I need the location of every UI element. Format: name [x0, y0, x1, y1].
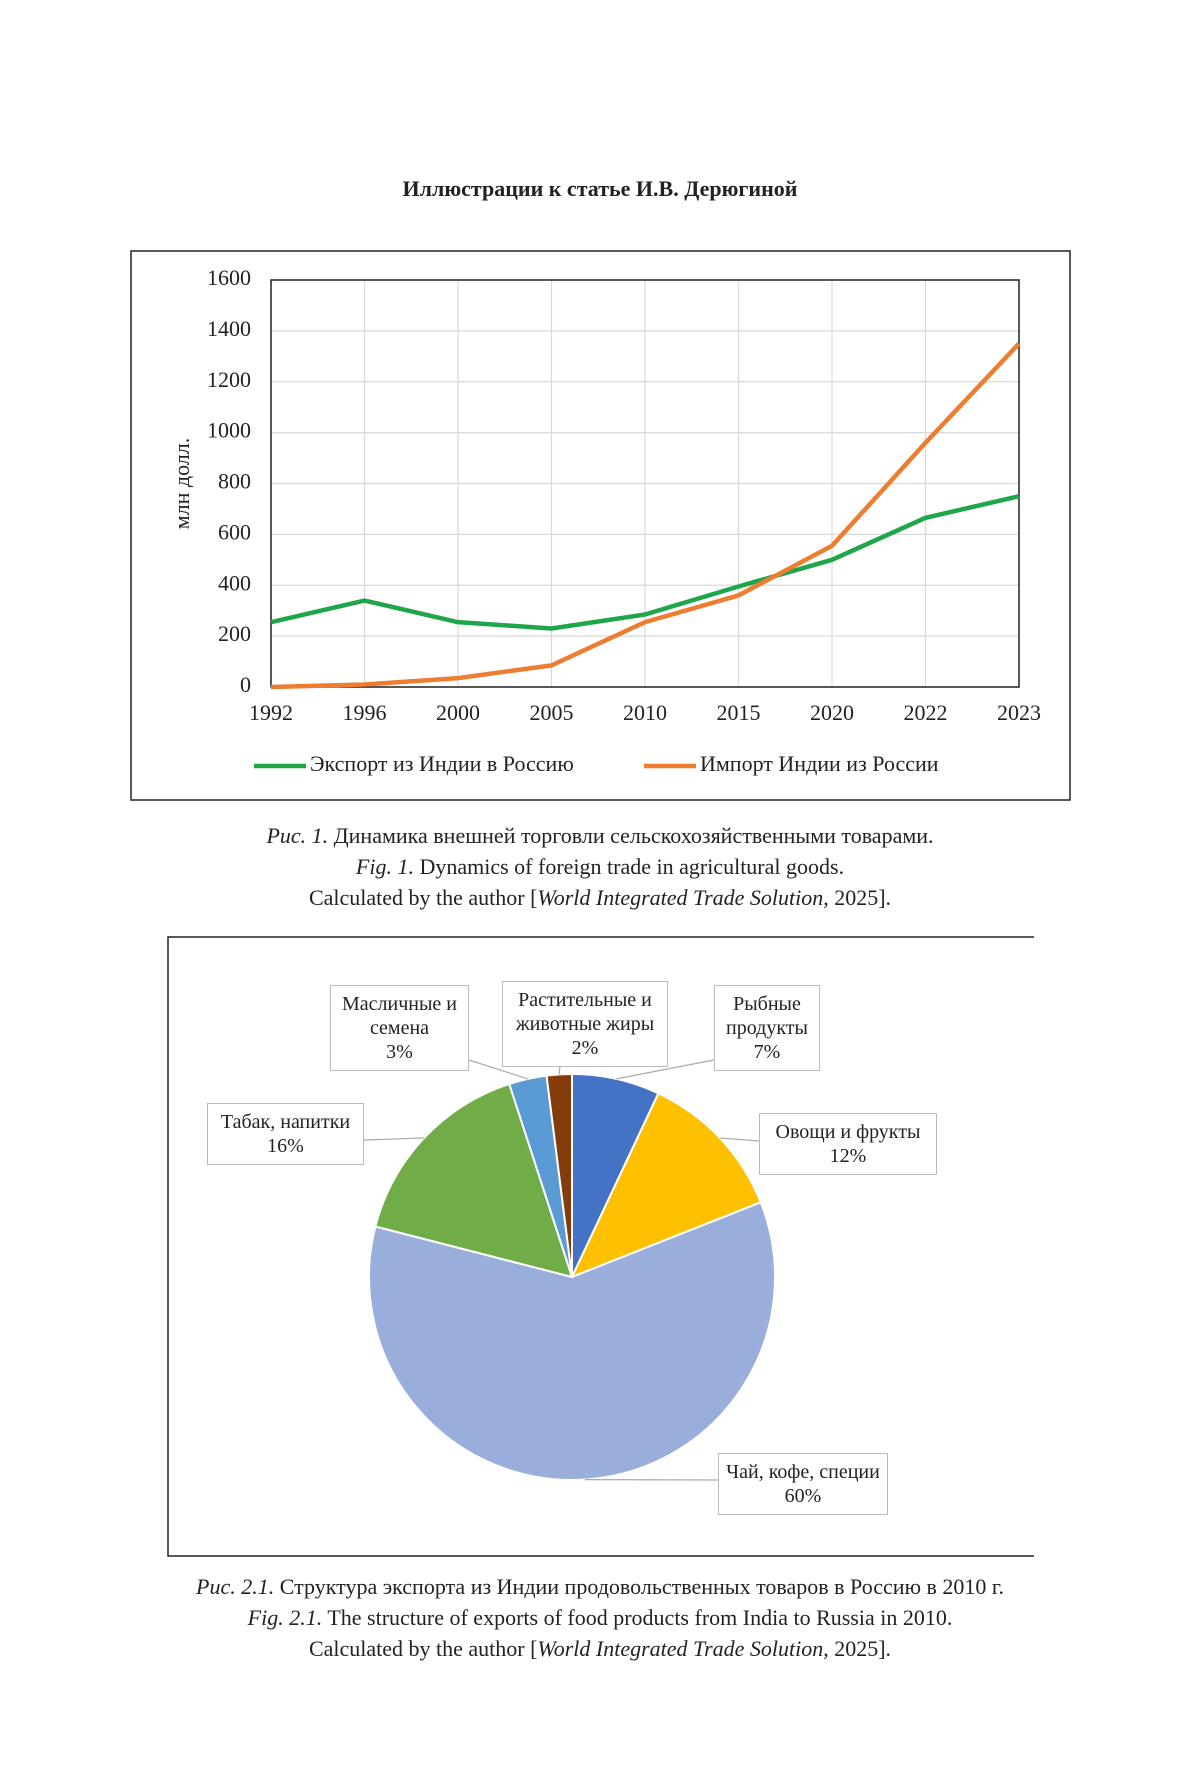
y-tick-label: 1600 — [207, 265, 251, 290]
label-name: Овощи и фрукты — [764, 1120, 932, 1144]
x-tick-label: 2020 — [810, 700, 854, 725]
label-name: Чай, кофе, специи — [723, 1460, 883, 1484]
caption: Рис. 1. Динамика внешней торговли сельск… — [0, 820, 1200, 913]
source-ref: World Integrated Trade Solution — [537, 885, 823, 910]
y-tick-label: 600 — [218, 519, 251, 544]
page-title: Иллюстрации к статье И.В. Дерюгиной — [0, 176, 1200, 202]
fig-label: Рис. 1. — [266, 823, 328, 848]
source: , 2025]. — [823, 1636, 891, 1661]
data-label: Чай, кофе, специи60% — [718, 1453, 888, 1515]
label-name: Табак, напитки — [212, 1110, 359, 1134]
caption-text: The structure of exports of food product… — [327, 1605, 952, 1630]
label-value: 60% — [723, 1484, 883, 1508]
source: Calculated by the author [ — [309, 885, 537, 910]
y-tick-label: 800 — [218, 469, 251, 494]
x-tick-label: 2023 — [997, 700, 1041, 725]
x-tick-label: 2022 — [904, 700, 948, 725]
label-name: Рыбные продукты — [719, 992, 815, 1040]
caption-line: Fig. 1. Dynamics of foreign trade in agr… — [0, 851, 1200, 882]
caption-line: Рис. 2.1. Структура экспорта из Индии пр… — [0, 1571, 1200, 1602]
data-label: Масличные и семена3% — [330, 985, 469, 1071]
caption-text: Структура экспорта из Индии продовольств… — [280, 1574, 1004, 1599]
label-value: 12% — [764, 1144, 932, 1168]
y-tick-label: 400 — [218, 570, 251, 595]
label-name: Растительные и животные жиры — [507, 988, 663, 1036]
fig-label: Fig. 2.1. — [248, 1605, 323, 1630]
label-value: 2% — [507, 1036, 663, 1060]
y-tick-label: 1400 — [207, 316, 251, 341]
legend-label: Импорт Индии из России — [700, 751, 939, 776]
leader-line — [720, 1138, 759, 1141]
data-label: Овощи и фрукты12% — [759, 1113, 937, 1175]
legend-label: Экспорт из Индии в Россию — [310, 751, 574, 776]
x-tick-label: 2000 — [436, 700, 480, 725]
source: Calculated by the author [ — [309, 1636, 537, 1661]
x-tick-label: 2010 — [623, 700, 667, 725]
caption-text: Dynamics of foreign trade in agricultura… — [419, 854, 844, 879]
data-label: Табак, напитки16% — [207, 1103, 364, 1165]
caption-line: Calculated by the author [World Integrat… — [0, 882, 1200, 913]
y-axis-label: млн долл. — [169, 438, 194, 530]
x-tick-label: 2005 — [530, 700, 574, 725]
fig-label: Fig. 1. — [356, 854, 414, 879]
label-value: 3% — [335, 1040, 464, 1064]
y-tick-label: 1200 — [207, 367, 251, 392]
caption: Рис. 2.1. Структура экспорта из Индии пр… — [0, 1571, 1200, 1664]
fig-label: Рис. 2.1. — [196, 1574, 274, 1599]
data-label: Растительные и животные жиры2% — [502, 981, 668, 1067]
caption-line: Fig. 2.1. The structure of exports of fo… — [0, 1602, 1200, 1633]
y-tick-label: 200 — [218, 621, 251, 646]
label-value: 16% — [212, 1134, 359, 1158]
y-tick-label: 1000 — [207, 418, 251, 443]
source: , 2025]. — [823, 885, 891, 910]
data-label: Рыбные продукты7% — [714, 985, 820, 1071]
source-ref: World Integrated Trade Solution — [537, 1636, 823, 1661]
label-name: Масличные и семена — [335, 992, 464, 1040]
y-tick-label: 0 — [240, 672, 251, 697]
label-value: 7% — [719, 1040, 815, 1064]
caption-line: Рис. 1. Динамика внешней торговли сельск… — [0, 820, 1200, 851]
x-tick-label: 1992 — [249, 700, 293, 725]
leader-line — [364, 1138, 424, 1140]
x-tick-label: 1996 — [343, 700, 387, 725]
caption-line: Calculated by the author [World Integrat… — [0, 1633, 1200, 1664]
caption-text: Динамика внешней торговли сельскохозяйст… — [334, 823, 934, 848]
x-tick-label: 2015 — [717, 700, 761, 725]
